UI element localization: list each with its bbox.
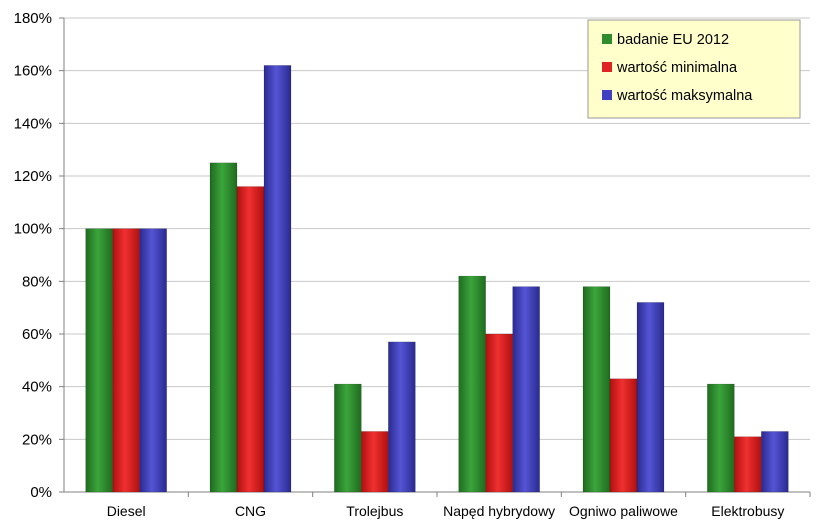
bar-trolejbus-series-2 [361,431,389,493]
y-tick-label: 20% [22,431,52,448]
bar-ogniwo-paliwowe-series-1 [582,286,611,493]
bar-elektrobusy-series-1 [707,383,735,493]
y-tick-labels: 0% 20% 40% 60% 80% 100% 120% 140% 160% 180% [14,10,52,501]
bar-cng-series-2 [236,186,265,493]
bar-diesel-series-1 [85,228,113,493]
axes [59,17,811,497]
y-tick-label: 180% [14,10,52,27]
y-tick-label: 40% [22,379,52,396]
legend: badanie EU 2012 wartość minimalna wartość … [587,19,801,119]
legend-label: wartość minimalna [616,60,738,76]
y-tick-label: 160% [14,63,52,80]
y-tick-label: 60% [22,326,52,343]
legend-box [587,19,801,119]
x-tick-label: Napęd hybrydowy [443,503,555,519]
legend-swatch [602,34,612,44]
y-tick-label: 100% [14,221,52,238]
bar-trolejbus-series-1 [334,383,362,493]
bar-diesel-series-3 [139,228,167,493]
y-tick-label: 0% [30,484,52,501]
bar-ogniwo-paliwowe-series-2 [609,378,638,493]
legend-label: wartość maksymalna [616,88,753,104]
bar-napęd-hybrydowy-series-1 [458,275,486,493]
legend-label: badanie EU 2012 [617,32,729,48]
bars [85,65,789,493]
gridlines [64,17,810,440]
bar-napęd-hybrydowy-series-2 [485,333,513,493]
bar-cng-series-1 [209,162,238,493]
bar-elektrobusy-series-3 [761,431,789,493]
x-tick-label: Ogniwo paliwowe [569,503,678,519]
bar-trolejbus-series-3 [388,341,416,493]
bar-ogniwo-paliwowe-series-3 [636,302,665,493]
bar-elektrobusy-series-2 [734,436,762,493]
x-tick-label: Trolejbus [346,503,403,519]
x-tick-label: CNG [235,503,266,519]
y-tick-label: 120% [14,168,52,185]
x-tick-label: Elektrobusy [711,503,784,519]
legend-swatch [602,62,612,72]
x-tick-label: Diesel [107,503,146,519]
x-tick-labels: Diesel CNG Trolejbus Napęd hybrydowy Ogniwo … [107,503,785,519]
y-tick-label: 140% [14,115,52,132]
legend-swatch [602,90,612,100]
bar-cng-series-3 [263,65,292,493]
y-tick-label: 80% [22,273,52,290]
bar-diesel-series-2 [112,228,140,493]
bar-napęd-hybrydowy-series-3 [512,286,540,493]
